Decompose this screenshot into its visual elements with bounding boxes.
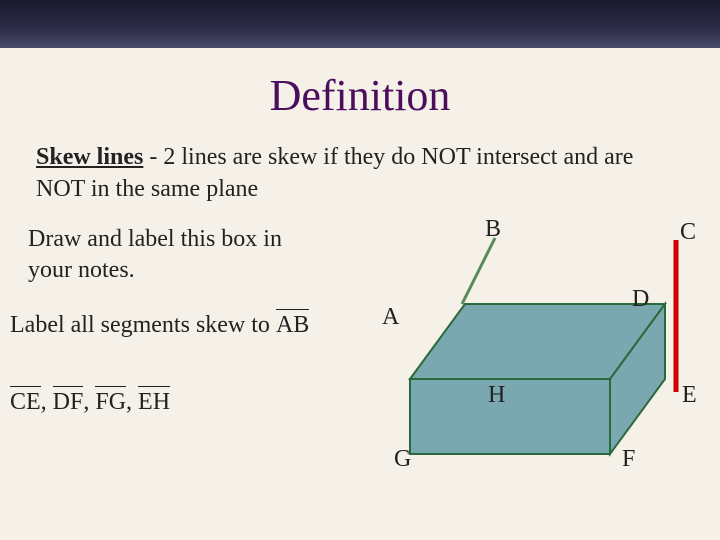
segment-DF: DF (53, 389, 84, 416)
term: Skew lines (36, 144, 143, 170)
box-diagram: A B C D E F G H (380, 224, 710, 484)
label-B: B (485, 216, 501, 243)
front-face (410, 379, 610, 454)
instruction-draw-box: Draw and label this box in your notes. (28, 224, 328, 286)
instruction2-prefix: Label all segments skew to (10, 312, 276, 338)
label-F: F (622, 446, 635, 473)
line-to-B (462, 238, 495, 304)
label-D: D (632, 286, 649, 313)
answers-line: CE, DF, FG, EH (10, 389, 170, 416)
box-svg (380, 224, 710, 484)
definition-paragraph: Skew lines - 2 lines are skew if they do… (36, 141, 684, 206)
instruction-label-segments: Label all segments skew to AB (10, 312, 309, 339)
top-decorative-bar (0, 0, 720, 48)
segment-EH: EH (138, 389, 170, 416)
label-A: A (382, 304, 399, 331)
slide-title: Definition (0, 70, 720, 121)
segment-FG: FG (95, 389, 126, 416)
segment-AB: AB (276, 312, 309, 339)
label-E: E (682, 382, 697, 409)
label-C: C (680, 219, 696, 246)
label-H: H (488, 382, 505, 409)
segment-CE: CE (10, 389, 41, 416)
label-G: G (394, 446, 411, 473)
